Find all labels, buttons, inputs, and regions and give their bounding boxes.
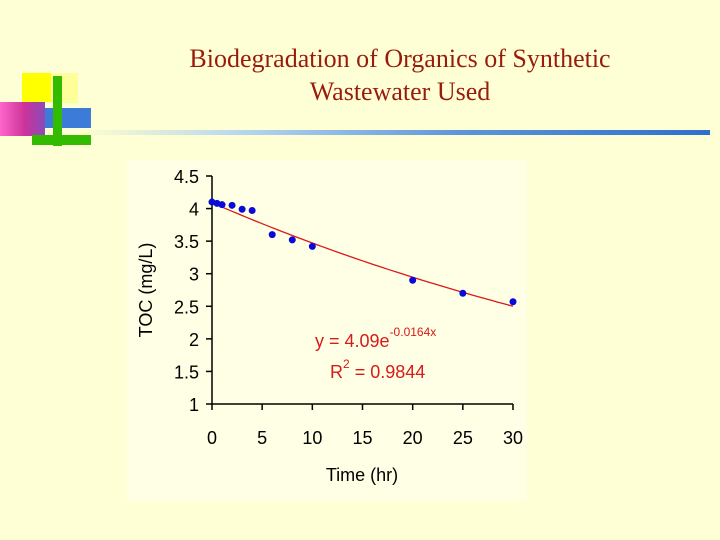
x-tick-label: 15	[352, 428, 372, 448]
decor-green-vertical	[53, 76, 62, 146]
title-underline-rule	[80, 130, 710, 135]
x-tick-label: 30	[503, 428, 523, 448]
y-tick-label: 2	[189, 330, 199, 350]
chart-axes	[206, 175, 514, 410]
x-tick-label: 0	[207, 428, 217, 448]
x-tick-label: 20	[403, 428, 423, 448]
data-point	[509, 298, 517, 306]
data-point	[288, 236, 296, 244]
r-squared-value: = 0.9844	[350, 362, 426, 382]
y-tick-label: 3	[189, 265, 199, 285]
slide-title-line-2: Wastewater Used	[309, 77, 491, 106]
y-tick-label: 4	[189, 200, 199, 220]
data-point	[218, 201, 226, 209]
trendline-equation-base: y = 4.09e	[315, 331, 390, 351]
trendline-equation: y = 4.09e-0.0164x	[315, 325, 436, 351]
chart-tick-labels: 1 1.5 2 2.5 3 3.5 4 4.5 0 5 10 15 20 25 30	[174, 167, 523, 448]
trendline-equation-exponent: -0.0164x	[390, 325, 437, 339]
data-point	[459, 289, 467, 297]
x-axis-label: Time (hr)	[326, 465, 398, 485]
data-point	[308, 242, 316, 250]
decor-yellow-block	[22, 73, 51, 102]
y-tick-label: 2.5	[174, 297, 199, 317]
data-point	[248, 207, 256, 215]
decor-green-horizontal	[32, 135, 91, 145]
r-squared-power: 2	[343, 357, 350, 371]
y-tick-label: 3.5	[174, 232, 199, 252]
y-tick-label: 1.5	[174, 362, 199, 382]
data-point	[228, 201, 236, 209]
data-point	[268, 231, 276, 239]
decor-magenta-block	[0, 102, 45, 136]
data-point	[238, 205, 246, 213]
slide-title: Biodegradation of Organics of Synthetic …	[100, 42, 700, 108]
y-tick-label: 4.5	[174, 167, 199, 187]
r-squared-symbol: R	[330, 362, 343, 382]
chart-points	[208, 198, 517, 306]
x-tick-label: 10	[302, 428, 322, 448]
slide-title-line-1: Biodegradation of Organics of Synthetic	[189, 44, 611, 73]
x-tick-label: 25	[453, 428, 473, 448]
y-axis-label: TOC (mg/L)	[136, 243, 156, 338]
trendline-r-squared: R2 = 0.9844	[330, 357, 425, 382]
chart-area-background	[127, 160, 527, 500]
data-point	[409, 276, 417, 284]
y-tick-label: 1	[189, 395, 199, 415]
x-tick-label: 5	[257, 428, 267, 448]
